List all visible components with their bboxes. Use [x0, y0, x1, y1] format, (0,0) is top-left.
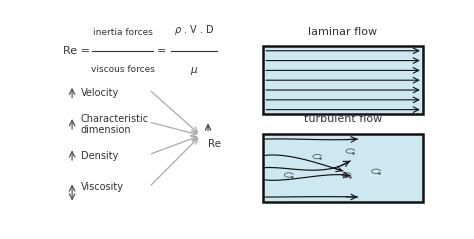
Text: =: = [156, 46, 166, 56]
Text: inertia forces: inertia forces [93, 28, 153, 37]
Text: turbulent flow: turbulent flow [304, 114, 382, 124]
Text: $\rho$ . V . D: $\rho$ . V . D [174, 23, 214, 37]
Text: Re: Re [208, 139, 221, 149]
Text: laminar flow: laminar flow [309, 27, 378, 37]
Text: $\mu$: $\mu$ [190, 65, 199, 76]
Bar [263, 46, 423, 114]
Text: Characteristic
dimension: Characteristic dimension [81, 114, 149, 135]
Bar [263, 134, 423, 202]
Text: Density: Density [81, 151, 118, 161]
Text: Viscosity: Viscosity [81, 182, 124, 192]
Text: Velocity: Velocity [81, 88, 119, 98]
Text: Re =: Re = [63, 46, 93, 56]
Text: viscous forces: viscous forces [91, 65, 155, 74]
